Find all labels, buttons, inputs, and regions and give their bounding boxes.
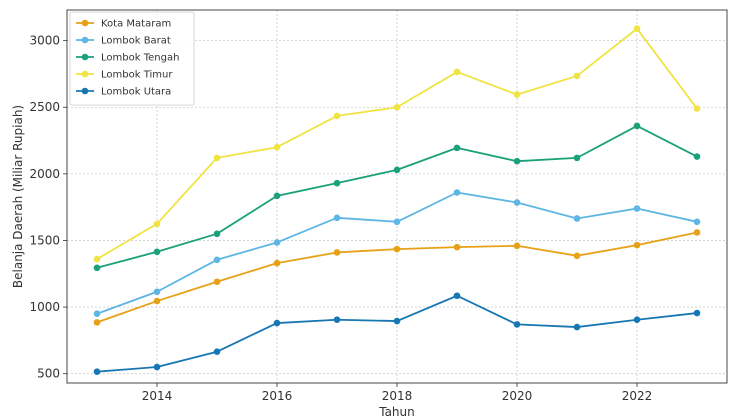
plot-frame (66, 9, 728, 384)
series-lombok-timur (93, 25, 701, 263)
data-point (273, 239, 281, 246)
data-point (513, 91, 521, 98)
legend-item: Kota Mataram (76, 19, 171, 30)
legend-marker (81, 53, 89, 61)
data-point (93, 368, 101, 375)
data-point (573, 72, 581, 80)
legend-label: Lombok Barat (101, 36, 171, 47)
legend-label: Lombok Timur (101, 70, 173, 81)
data-point (693, 153, 701, 160)
legend-item: Lombok Tengah (76, 53, 179, 64)
legend-label: Kota Mataram (101, 19, 171, 30)
data-point (273, 259, 281, 267)
data-point (513, 242, 521, 250)
data-point (693, 105, 701, 112)
data-point (333, 316, 341, 324)
series-lombok-utara (93, 292, 701, 375)
data-point (273, 319, 281, 327)
data-point (513, 157, 521, 165)
series-lombok-tengah (93, 122, 701, 272)
data-point (393, 166, 401, 174)
data-point (453, 243, 461, 251)
data-point (393, 245, 401, 253)
data-point (93, 264, 101, 272)
data-point (393, 103, 401, 111)
data-point (633, 25, 641, 32)
data-point (213, 256, 221, 264)
data-point (213, 154, 221, 162)
x-tick-label: 2016 (262, 389, 293, 403)
y-tick-label: 1000 (29, 300, 60, 314)
data-point (633, 122, 641, 130)
data-point (273, 192, 281, 200)
data-point (453, 189, 461, 196)
series-lombok-barat (93, 189, 701, 318)
data-point (333, 249, 341, 256)
data-point (273, 143, 281, 151)
series-lines (93, 25, 701, 375)
legend-marker (81, 70, 89, 78)
data-point (153, 248, 161, 256)
data-point (573, 323, 581, 331)
y-axis-title: Belanja Daerah (Miliar Rupiah) (11, 105, 25, 288)
legend-marker (81, 19, 89, 27)
data-point (93, 310, 101, 318)
data-point (213, 278, 221, 286)
data-point (153, 297, 161, 305)
data-point (693, 218, 701, 226)
y-tick-label: 2000 (29, 167, 60, 181)
data-point (213, 348, 221, 355)
y-tick-label: 1500 (29, 233, 60, 247)
data-point (453, 144, 461, 152)
data-point (153, 220, 161, 228)
legend-item: Lombok Timur (76, 70, 173, 81)
data-point (393, 317, 401, 325)
data-point (573, 252, 581, 260)
data-point (393, 218, 401, 226)
x-tick-label: 2022 (622, 389, 653, 403)
data-point (453, 68, 461, 76)
legend-item: Lombok Utara (76, 87, 171, 98)
legend-marker (81, 36, 89, 44)
data-point (153, 288, 161, 296)
legend-box (69, 11, 195, 106)
data-point (693, 309, 701, 317)
data-point (513, 199, 521, 206)
x-axis-title: Tahun (378, 405, 415, 419)
data-point (93, 319, 101, 326)
data-point (633, 316, 641, 324)
series-kota-mataram (93, 229, 701, 326)
data-point (213, 230, 221, 238)
x-tick-label: 2018 (382, 389, 413, 403)
axes: 500 1000 1500 2000 2500 3000 2014 2016 2018 2020 2… (11, 9, 728, 419)
data-point (153, 363, 161, 371)
y-tick-label: 2500 (29, 100, 60, 114)
legend-marker (81, 87, 89, 95)
data-point (453, 292, 461, 300)
data-point (333, 214, 341, 222)
data-point (333, 179, 341, 187)
x-tick-label: 2014 (142, 389, 173, 403)
x-tick-label: 2020 (502, 389, 533, 403)
y-tick-label: 3000 (29, 34, 60, 48)
data-point (693, 229, 701, 236)
y-tick-label: 500 (37, 367, 60, 381)
legend-label: Lombok Tengah (101, 53, 179, 64)
data-point (633, 241, 641, 249)
data-point (333, 112, 341, 120)
legend-item: Lombok Barat (76, 36, 171, 47)
data-point (93, 255, 101, 263)
data-point (513, 321, 521, 328)
data-point (573, 215, 581, 222)
data-point (573, 154, 581, 162)
data-point (633, 205, 641, 212)
legend-label: Lombok Utara (101, 87, 171, 98)
legend: Kota Mataram Lombok Barat Lombok Tengah Lom… (69, 11, 195, 106)
